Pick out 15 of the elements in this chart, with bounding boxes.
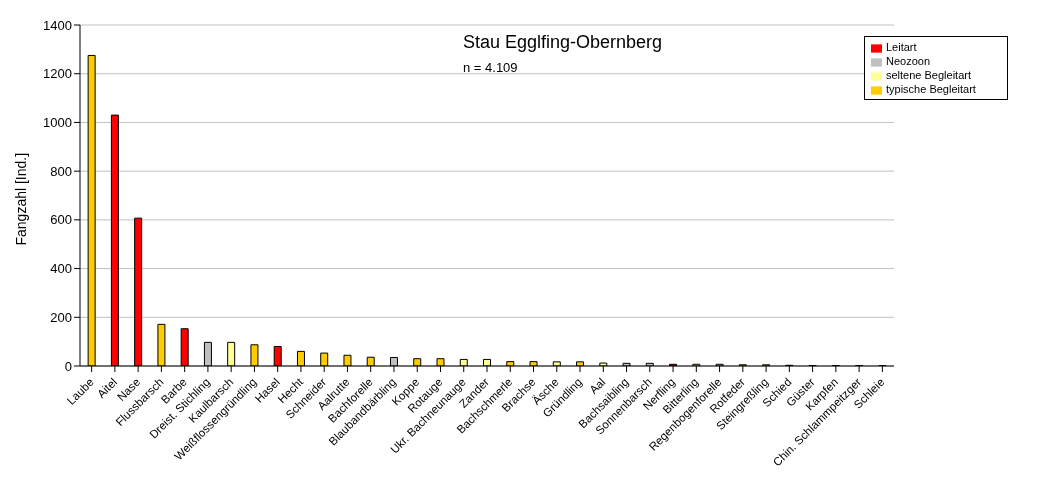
text: n = 4.109 [463, 60, 518, 75]
y-tick-label: 1400 [43, 17, 72, 33]
legend-label: Neozoon [886, 55, 931, 67]
y-tick-label: 400 [50, 261, 72, 277]
y-tick-label: 600 [50, 212, 72, 228]
legend-label: typische Begleitart [886, 83, 976, 95]
y-tick-label: 0 [64, 358, 72, 374]
chart-title: Stau Egglfing-Obernberg [463, 32, 663, 53]
y-tick-label: 1200 [43, 66, 72, 82]
y-tick-label: 1000 [43, 115, 72, 131]
y-tick-label: 200 [50, 309, 72, 325]
legend-label: seltene Begleitart [886, 69, 971, 81]
legend-label: Leitart [886, 41, 917, 53]
y-tick-label: 800 [50, 163, 72, 179]
y-axis-title: Fangzahl [Ind.] [12, 152, 29, 246]
